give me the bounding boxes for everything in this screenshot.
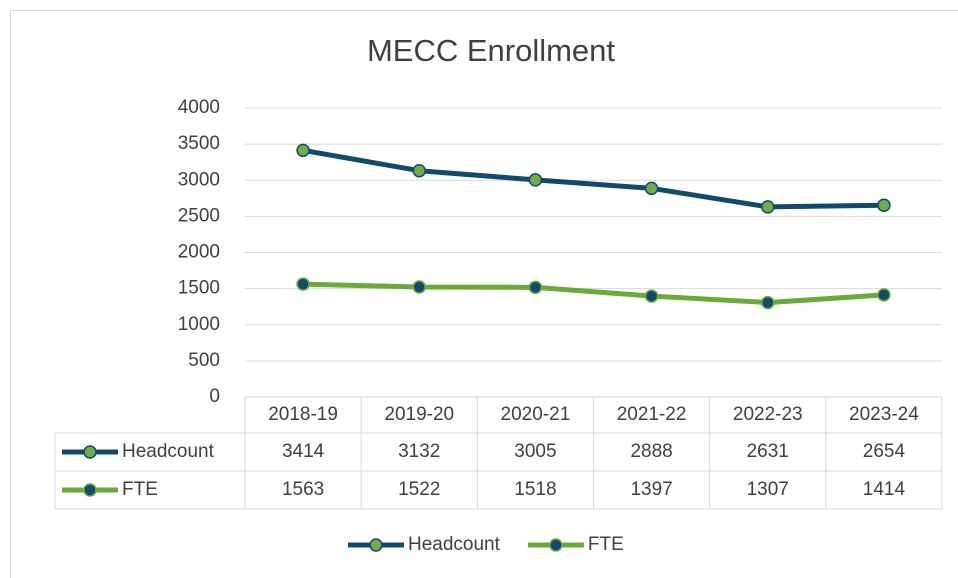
table-value: 1414	[863, 479, 906, 500]
data-point	[412, 280, 426, 294]
y-tick-label: 3500	[178, 133, 220, 154]
table-value: 1518	[514, 479, 556, 500]
table-value: 3132	[398, 441, 440, 462]
x-tick-label: 2018-19	[268, 404, 338, 425]
y-tick-label: 1000	[178, 314, 220, 335]
y-tick-label: 0	[209, 386, 220, 407]
y-tick-label: 500	[188, 350, 220, 371]
table-value: 1563	[282, 479, 324, 500]
x-tick-label: 2020-21	[501, 404, 571, 425]
y-tick-label: 1500	[178, 278, 220, 299]
data-point	[644, 289, 659, 303]
x-tick-label: 2021-22	[617, 404, 687, 425]
table-value: 2888	[630, 441, 672, 462]
y-tick-label: 3000	[178, 169, 220, 190]
table-value: 3005	[514, 441, 556, 462]
data-point	[528, 173, 543, 187]
table-value: 3414	[282, 441, 325, 462]
legend-marker	[83, 445, 97, 459]
legend-label: Headcount	[408, 534, 501, 555]
legend-marker	[83, 483, 97, 497]
y-tick-label: 2500	[178, 205, 220, 226]
y-tick-label: 2000	[178, 242, 220, 263]
data-point	[761, 200, 775, 214]
data-point	[412, 163, 426, 178]
legend-marker	[369, 538, 383, 552]
data-point	[761, 295, 775, 310]
series-line	[303, 281, 885, 306]
series-line	[302, 147, 884, 210]
data-point	[296, 143, 310, 158]
legend-label: FTE	[588, 534, 624, 555]
table-row-label: FTE	[122, 479, 158, 500]
x-tick-label: 2019-20	[384, 404, 454, 425]
data-point	[296, 277, 310, 291]
table-value: 2654	[863, 441, 906, 462]
table-value: 2631	[747, 441, 789, 462]
data-point	[528, 280, 543, 295]
chart-title: MECC Enrollment	[367, 33, 615, 68]
x-tick-label: 2023-24	[849, 404, 919, 425]
chart-border	[10, 10, 958, 578]
table-value: 1522	[398, 479, 440, 500]
data-point	[877, 288, 891, 302]
x-tick-label: 2022-23	[733, 404, 803, 425]
legend-marker	[549, 538, 563, 552]
table-value: 1307	[747, 479, 789, 500]
y-tick-label: 4000	[178, 97, 220, 118]
data-point	[644, 181, 659, 196]
table-row-label: Headcount	[122, 441, 215, 462]
data-point	[877, 198, 891, 212]
table-value: 1397	[630, 479, 672, 500]
